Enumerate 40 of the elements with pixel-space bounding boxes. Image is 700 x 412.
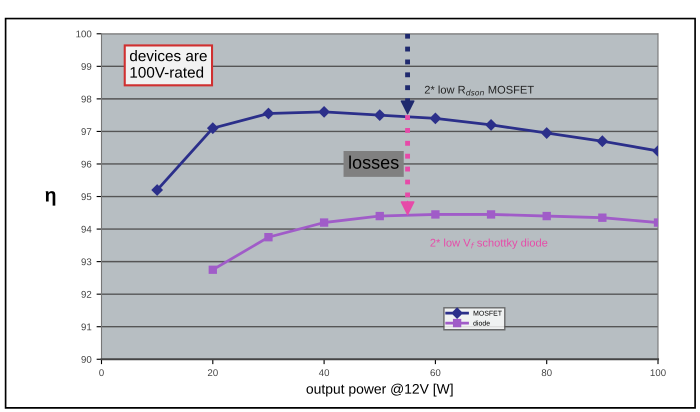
point [208, 266, 217, 274]
point [376, 212, 384, 220]
point [374, 110, 386, 121]
y-tick-label: 99 [81, 63, 92, 70]
x-tick-label: 80 [542, 369, 552, 376]
x-tick-label: 60 [430, 369, 440, 376]
y-tick-label: 92 [81, 290, 92, 298]
x-tick-label: 0 [99, 369, 104, 376]
point [320, 218, 328, 227]
x-tick-label: 100 [650, 369, 666, 376]
point [598, 214, 607, 222]
y-tick-label: 97 [81, 128, 92, 136]
point [430, 112, 442, 124]
point [207, 122, 218, 134]
point [431, 210, 440, 219]
point [318, 106, 330, 118]
y-tick-label: 91 [81, 323, 92, 330]
x-axis-title: output power @12V [W] [306, 384, 453, 397]
y-tick-label: 94 [81, 226, 92, 233]
y-tick-label: 95 [81, 193, 92, 200]
annotation: 2* low R$_{dson}$ MOSFET [424, 86, 534, 96]
point [542, 212, 551, 220]
y-tick-label: 90 [81, 356, 92, 363]
point [486, 210, 496, 219]
y-tick-label: 93 [81, 258, 92, 266]
point [264, 233, 273, 242]
y-axis-title: η [46, 191, 56, 206]
annotation: 2* low V$_{f}$ schottky diode [430, 238, 548, 249]
point [262, 108, 274, 120]
y-tick-label: 100 [76, 30, 92, 38]
annotation: devices are 100V-rated [130, 50, 207, 78]
point [485, 119, 497, 131]
x-tick-label: 20 [208, 369, 218, 376]
annotation: losses [349, 156, 399, 169]
y-tick-label: 96 [81, 160, 92, 168]
y-tick-label: 98 [81, 96, 92, 102]
point [596, 136, 608, 147]
x-tick-label: 40 [318, 369, 330, 376]
point [152, 184, 163, 196]
point [541, 127, 552, 139]
